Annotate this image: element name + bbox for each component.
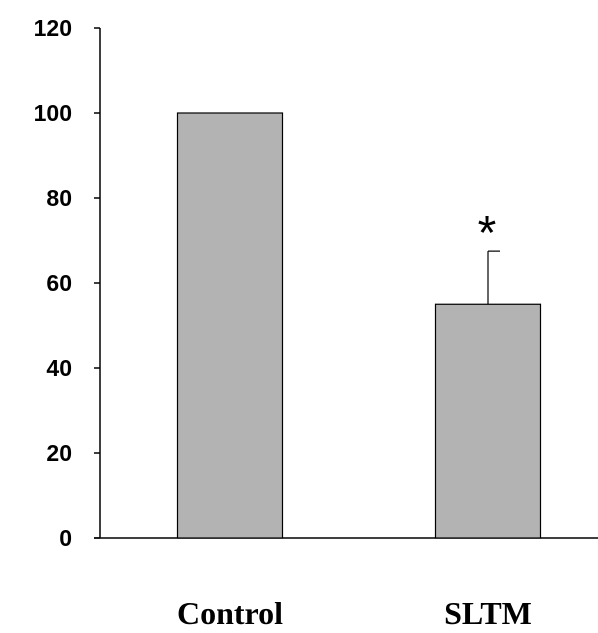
y-tick-label: 0: [59, 525, 72, 551]
y-tick-label: 100: [34, 100, 72, 126]
category-label: SLTM: [444, 595, 532, 631]
bar-sltm: [434, 303, 542, 539]
category-labels: Control SLTM: [177, 595, 532, 631]
bars: [176, 112, 542, 539]
bar-control: [176, 112, 284, 539]
y-tick-label: 80: [46, 185, 72, 211]
annotations: *: [478, 207, 497, 260]
y-tick-label: 120: [34, 15, 72, 41]
significance-asterisk: *: [478, 207, 497, 260]
y-tick-label: 20: [46, 440, 72, 466]
y-tick-label: 40: [46, 355, 72, 381]
y-tick-label: 60: [46, 270, 72, 296]
y-ticks: 0 20 40 60 80 100 120: [34, 15, 100, 551]
category-label: Control: [177, 595, 283, 631]
error-bars: [487, 250, 500, 305]
